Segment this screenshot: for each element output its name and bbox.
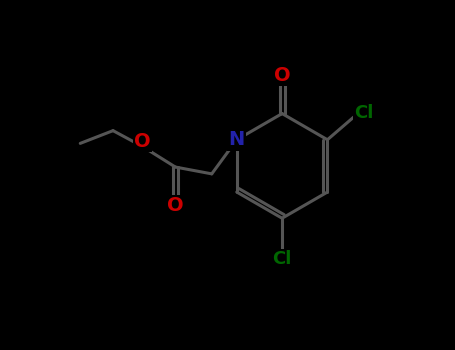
Text: Cl: Cl (273, 250, 292, 268)
Text: O: O (274, 66, 290, 85)
Text: N: N (229, 130, 245, 149)
Text: O: O (134, 132, 151, 150)
Text: O: O (167, 196, 184, 215)
Text: Cl: Cl (354, 104, 374, 122)
